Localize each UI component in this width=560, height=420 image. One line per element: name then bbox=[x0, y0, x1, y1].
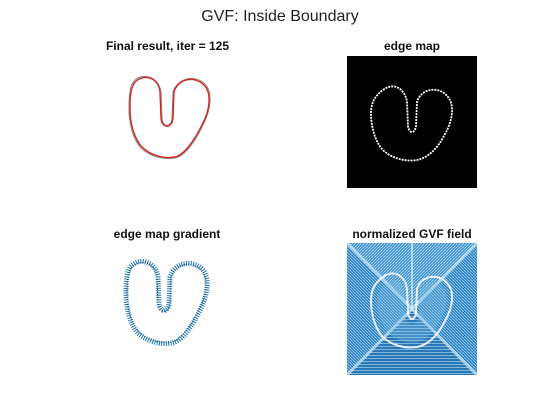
gvf-boundary bbox=[369, 272, 453, 349]
boundary-curve bbox=[128, 76, 211, 159]
final-result-axes bbox=[115, 70, 225, 170]
edge-curve bbox=[370, 85, 453, 162]
gvf-region-bottom bbox=[347, 309, 477, 375]
panel-title-normalized-gvf-field: normalized GVF field bbox=[352, 227, 472, 241]
edge-map-gradient-axes bbox=[112, 255, 222, 355]
panel-title-edge-map: edge map bbox=[383, 39, 440, 53]
gvf-inner-region bbox=[377, 280, 447, 343]
edge-map-image bbox=[347, 56, 477, 188]
gvf-field-axes bbox=[347, 243, 477, 375]
snake-contour bbox=[129, 76, 210, 159]
figure-title: GVF: Inside Boundary bbox=[201, 8, 359, 25]
panel-title-edge-map-gradient: edge map gradient bbox=[113, 227, 221, 241]
panel-title-final-result: Final result, iter = 125 bbox=[105, 39, 230, 53]
gradient-ring-outer bbox=[123, 259, 210, 346]
